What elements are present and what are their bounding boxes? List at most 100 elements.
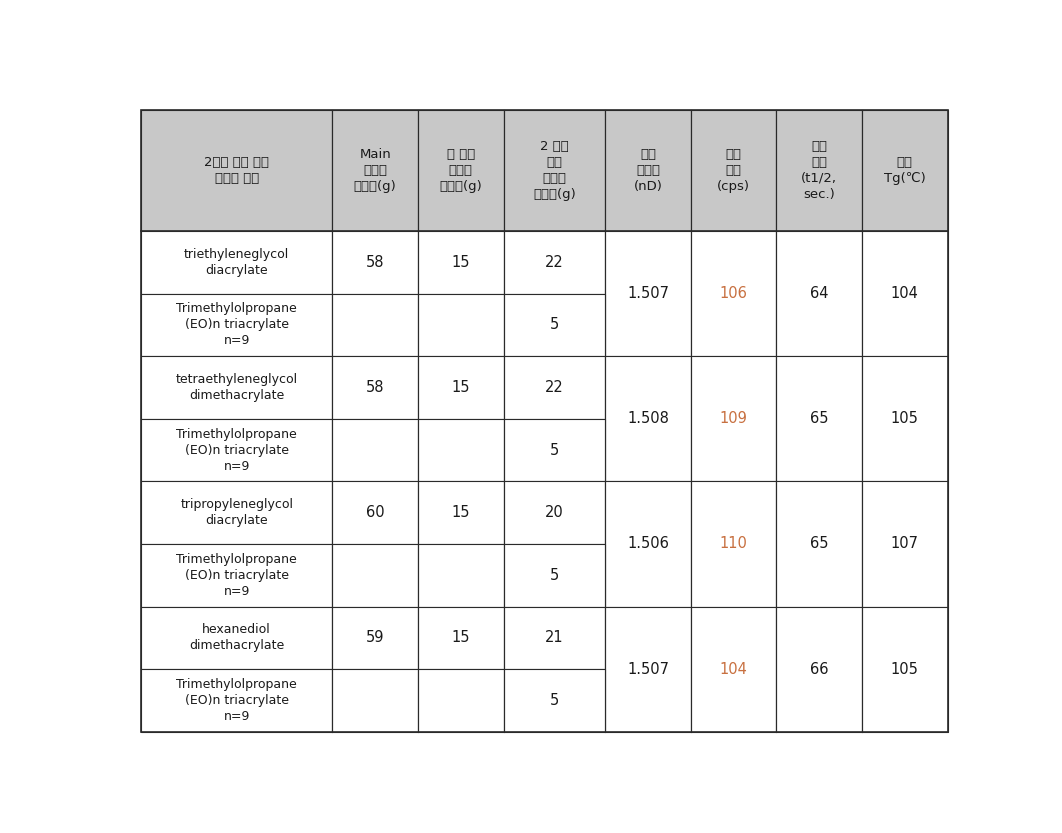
Bar bbox=[418, 231, 503, 293]
Text: tetraethyleneglycol
dimethacrylate: tetraethyleneglycol dimethacrylate bbox=[175, 373, 297, 402]
Text: 2 관능
혼합
모노머
사용량(g): 2 관능 혼합 모노머 사용량(g) bbox=[533, 140, 576, 201]
Text: 15: 15 bbox=[451, 380, 470, 395]
Text: 혼합
점도
(cps): 혼합 점도 (cps) bbox=[717, 147, 750, 192]
Bar bbox=[332, 231, 418, 293]
Bar bbox=[691, 481, 776, 606]
Text: 22: 22 bbox=[545, 255, 564, 270]
Bar bbox=[605, 357, 691, 481]
Text: 15: 15 bbox=[451, 255, 470, 270]
Bar bbox=[418, 110, 503, 231]
Bar bbox=[141, 293, 332, 357]
Bar bbox=[503, 110, 605, 231]
Text: 106: 106 bbox=[720, 286, 748, 301]
Bar bbox=[141, 669, 332, 731]
Bar bbox=[503, 481, 605, 544]
Text: 110: 110 bbox=[720, 536, 748, 551]
Bar bbox=[141, 357, 332, 419]
Text: 59: 59 bbox=[366, 631, 384, 646]
Text: Trimethylolpropane
(EO)n triacrylate
n=9: Trimethylolpropane (EO)n triacrylate n=9 bbox=[176, 553, 297, 598]
Bar bbox=[503, 606, 605, 669]
Bar bbox=[691, 110, 776, 231]
Text: 경화
Tg(℃): 경화 Tg(℃) bbox=[884, 156, 926, 185]
Bar bbox=[605, 231, 691, 357]
Bar bbox=[332, 669, 418, 731]
Bar bbox=[862, 110, 947, 231]
Text: 22: 22 bbox=[545, 380, 564, 395]
Text: 104: 104 bbox=[720, 661, 748, 676]
Bar bbox=[418, 419, 503, 481]
Text: 혼합
굴절률
(nD): 혼합 굴절률 (nD) bbox=[634, 147, 663, 192]
Text: 109: 109 bbox=[720, 412, 748, 426]
Bar bbox=[141, 481, 332, 544]
Bar bbox=[691, 606, 776, 731]
Text: 2관능 이하 혼합
모노머 종류: 2관능 이하 혼합 모노머 종류 bbox=[204, 156, 269, 185]
Text: 105: 105 bbox=[891, 661, 919, 676]
Text: 58: 58 bbox=[366, 255, 384, 270]
Text: 21: 21 bbox=[545, 631, 564, 646]
Text: 60: 60 bbox=[366, 505, 384, 520]
Text: Trimethylolpropane
(EO)n triacrylate
n=9: Trimethylolpropane (EO)n triacrylate n=9 bbox=[176, 302, 297, 347]
Bar bbox=[141, 606, 332, 669]
Bar bbox=[862, 606, 947, 731]
Bar bbox=[332, 606, 418, 669]
Bar bbox=[776, 481, 862, 606]
Bar bbox=[503, 544, 605, 606]
Text: 65: 65 bbox=[810, 536, 828, 551]
Text: 1.508: 1.508 bbox=[628, 412, 669, 426]
Bar bbox=[862, 357, 947, 481]
Bar bbox=[332, 481, 418, 544]
Bar bbox=[141, 110, 332, 231]
Bar bbox=[691, 231, 776, 357]
Bar bbox=[691, 357, 776, 481]
Text: 다 관능
모노머
사용량(g): 다 관능 모노머 사용량(g) bbox=[440, 147, 482, 192]
Bar bbox=[332, 293, 418, 357]
Text: 5: 5 bbox=[550, 442, 559, 457]
Bar bbox=[141, 419, 332, 481]
Bar bbox=[141, 231, 332, 293]
Text: hexanediol
dimethacrylate: hexanediol dimethacrylate bbox=[189, 623, 285, 652]
Text: 104: 104 bbox=[891, 286, 919, 301]
Bar bbox=[503, 293, 605, 357]
Text: 58: 58 bbox=[366, 380, 384, 395]
Bar bbox=[418, 544, 503, 606]
Text: Main
모노머
사용량(g): Main 모노머 사용량(g) bbox=[354, 147, 396, 192]
Bar bbox=[418, 357, 503, 419]
Text: 107: 107 bbox=[891, 536, 919, 551]
Bar bbox=[418, 481, 503, 544]
Text: triethyleneglycol
diacrylate: triethyleneglycol diacrylate bbox=[184, 247, 289, 277]
Bar bbox=[776, 357, 862, 481]
Bar bbox=[141, 544, 332, 606]
Text: Trimethylolpropane
(EO)n triacrylate
n=9: Trimethylolpropane (EO)n triacrylate n=9 bbox=[176, 427, 297, 472]
Text: 5: 5 bbox=[550, 317, 559, 332]
Text: 5: 5 bbox=[550, 568, 559, 583]
Bar bbox=[332, 357, 418, 419]
Text: tripropyleneglycol
diacrylate: tripropyleneglycol diacrylate bbox=[181, 498, 293, 527]
Bar bbox=[418, 669, 503, 731]
Bar bbox=[776, 110, 862, 231]
Bar bbox=[862, 481, 947, 606]
Bar bbox=[776, 231, 862, 357]
Bar bbox=[605, 481, 691, 606]
Text: 105: 105 bbox=[891, 412, 919, 426]
Bar bbox=[605, 606, 691, 731]
Bar bbox=[503, 669, 605, 731]
Text: 64: 64 bbox=[810, 286, 828, 301]
Text: Trimethylolpropane
(EO)n triacrylate
n=9: Trimethylolpropane (EO)n triacrylate n=9 bbox=[176, 678, 297, 723]
Text: 65: 65 bbox=[810, 412, 828, 426]
Bar bbox=[503, 231, 605, 293]
Text: 66: 66 bbox=[810, 661, 828, 676]
Bar bbox=[332, 419, 418, 481]
Bar bbox=[503, 419, 605, 481]
Bar bbox=[862, 231, 947, 357]
Bar bbox=[776, 606, 862, 731]
Bar bbox=[418, 606, 503, 669]
Bar bbox=[418, 293, 503, 357]
Text: 퇴색
속도
(t1/2,
sec.): 퇴색 속도 (t1/2, sec.) bbox=[801, 140, 837, 201]
Text: 15: 15 bbox=[451, 505, 470, 520]
Text: 1.507: 1.507 bbox=[628, 661, 669, 676]
Bar bbox=[332, 544, 418, 606]
Text: 20: 20 bbox=[545, 505, 564, 520]
Text: 5: 5 bbox=[550, 693, 559, 708]
Text: 1.507: 1.507 bbox=[628, 286, 669, 301]
Text: 15: 15 bbox=[451, 631, 470, 646]
